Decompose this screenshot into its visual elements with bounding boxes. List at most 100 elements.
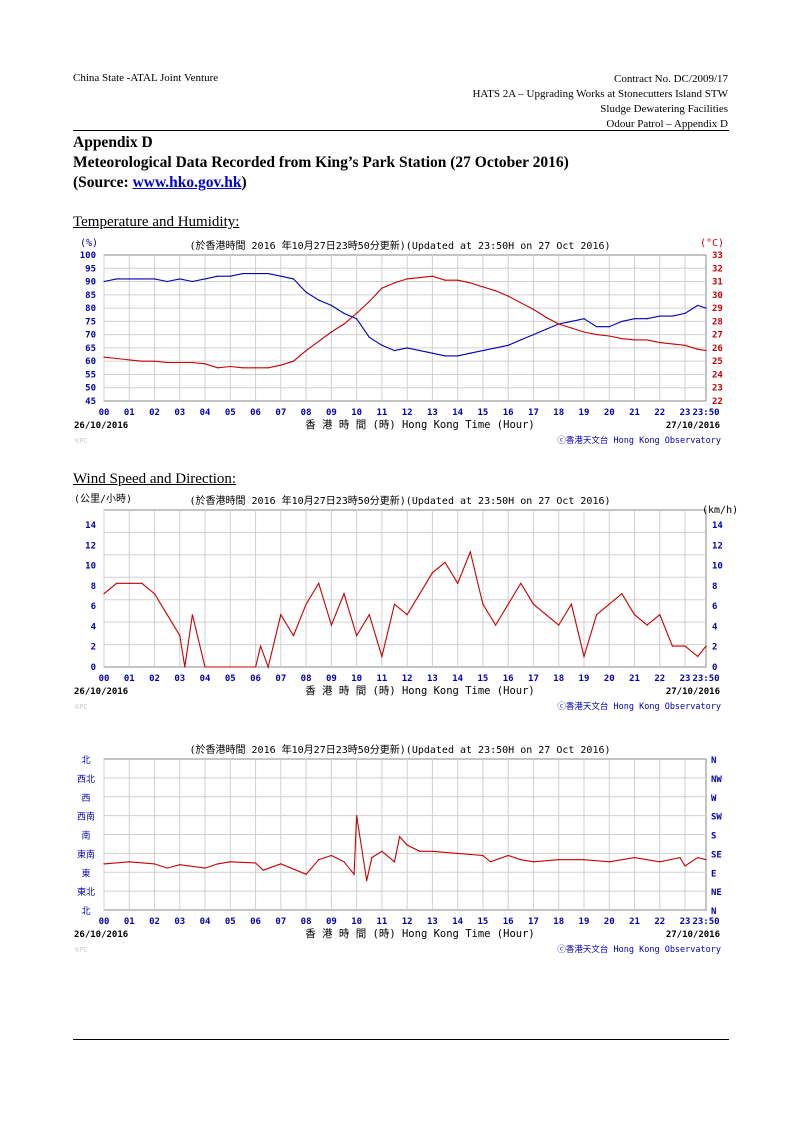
x-tick-label: 16: [503, 408, 514, 418]
x-tick-label: 00: [99, 674, 110, 684]
x-tick-label: 06: [250, 674, 261, 684]
hko-credit: ⓒ香港天文台 Hong Kong Observatory: [557, 701, 721, 712]
y-tick-right: 22: [712, 397, 723, 407]
temperature-line-point: [343, 323, 345, 325]
y-tick-right: 23: [712, 384, 723, 394]
x-tick-label: 15: [478, 408, 489, 418]
wind-direction-line-point: [558, 859, 560, 861]
temperature-line-point: [116, 357, 118, 360]
x-tick-label: 19: [579, 408, 590, 418]
temperature-line-point: [671, 343, 674, 345]
wind-speed-line-point: [318, 582, 320, 584]
wind-direction-line-point: [393, 861, 396, 863]
plot-area: [103, 254, 707, 402]
x-tick-label: 02: [149, 917, 160, 927]
humidity-line-point: [179, 278, 181, 280]
x-tick-label: 01: [124, 674, 135, 684]
temperature-line-point: [191, 361, 194, 364]
y-tick-right: S: [711, 832, 716, 842]
x-tick-label: 23: [680, 917, 691, 927]
wind-speed-line-point: [166, 614, 168, 616]
wind-speed-line-point: [267, 666, 269, 668]
humidity-line-point: [393, 349, 396, 352]
y-tick-left: 12: [85, 541, 96, 551]
y-tick-left: 75: [85, 317, 96, 327]
wind-speed-line-point: [368, 614, 370, 616]
wind-speed-line-point: [684, 645, 686, 647]
temperature-line-point: [608, 335, 610, 337]
y-tick-left: 西北: [77, 774, 95, 785]
humidity-line-point: [621, 320, 623, 322]
y-tick-right: 14: [712, 521, 723, 531]
source-link[interactable]: www.hko.gov.hk: [132, 174, 242, 191]
x-tick-label: 23:50: [692, 408, 719, 418]
x-tick-label: 07: [275, 408, 286, 418]
wind-speed-line-point: [305, 603, 307, 605]
y-tick-left: 北: [81, 906, 90, 917]
humidity-line-point: [267, 272, 269, 275]
x-tick-label: 04: [200, 917, 211, 927]
wind-speed-line-point: [469, 551, 471, 553]
temperature-line-point: [646, 339, 648, 341]
wind-direction-line-point: [166, 867, 168, 869]
wind-speed-line-point: [116, 582, 118, 584]
y-tick-left: 2: [91, 643, 96, 653]
y-tick-left: 85: [85, 291, 96, 301]
humidity-line-point: [646, 318, 648, 320]
x-tick-label: 13: [427, 674, 438, 684]
humidity-line-point: [671, 315, 674, 317]
humidity-line-point: [545, 328, 547, 330]
y-tick-right: 0: [712, 663, 717, 673]
humidity-line-point: [482, 349, 484, 352]
x-tick-label: 08: [301, 917, 312, 927]
x-tick-label: 01: [124, 408, 135, 418]
x-tick-label: 11: [376, 408, 387, 418]
temperature-line-point: [318, 340, 320, 342]
temperature-line-point: [532, 308, 535, 311]
humidity-line-point: [356, 318, 358, 320]
y-tick-right: 30: [712, 291, 723, 301]
x-tick-label: 13: [427, 917, 438, 927]
wind-speed-line-point: [406, 614, 408, 616]
temperature-line-point: [596, 334, 598, 336]
humidity-line-point: [469, 352, 471, 354]
temperature-line-point: [166, 361, 168, 364]
wind-direction-line-point: [684, 865, 686, 867]
y-tick-left: 50: [85, 384, 96, 394]
temperature-line-point: [419, 276, 421, 279]
y-tick-left: 4: [91, 622, 97, 632]
y-tick-right: N: [711, 756, 716, 766]
y-tick-left: 東南: [77, 848, 95, 860]
y-unit-left: (%): [80, 238, 98, 249]
wind-speed-line-point: [507, 603, 509, 605]
temperature-line-point: [141, 360, 143, 362]
kpc-mark: KPC: [75, 703, 88, 711]
humidity-line-point: [280, 275, 282, 277]
y-tick-left: 70: [85, 331, 96, 341]
x-tick-label: 14: [452, 674, 463, 684]
header-line: Contract No. DC/2009/17: [614, 73, 728, 85]
wind-direction-line-point: [697, 856, 699, 859]
wind-speed-line-point: [141, 582, 143, 584]
wind-speed-line-point: [558, 624, 560, 626]
wind-direction-line-point: [371, 856, 373, 859]
y-tick-right: 33: [712, 251, 723, 261]
humidity-line-point: [583, 318, 585, 320]
wind-direction-line-point: [262, 869, 264, 871]
wind-speed-line-point: [705, 645, 707, 647]
y-tick-left: 100: [80, 251, 96, 261]
humidity-line-point: [254, 272, 257, 275]
x-tick-label: 22: [654, 674, 665, 684]
humidity-line-point: [116, 278, 118, 280]
x-tick-label: 22: [654, 408, 665, 418]
x-tick-label: 15: [478, 917, 489, 927]
y-tick-right: SE: [711, 850, 722, 860]
plot-area: [103, 509, 707, 668]
date-start: 26/10/2016: [74, 930, 128, 940]
x-tick-label: 09: [326, 408, 337, 418]
wind-direction-line-point: [217, 863, 219, 865]
x-tick-label: 18: [553, 917, 564, 927]
temperature-line-point: [406, 278, 408, 280]
x-tick-label: 09: [326, 674, 337, 684]
x-tick-label: 01: [124, 917, 135, 927]
